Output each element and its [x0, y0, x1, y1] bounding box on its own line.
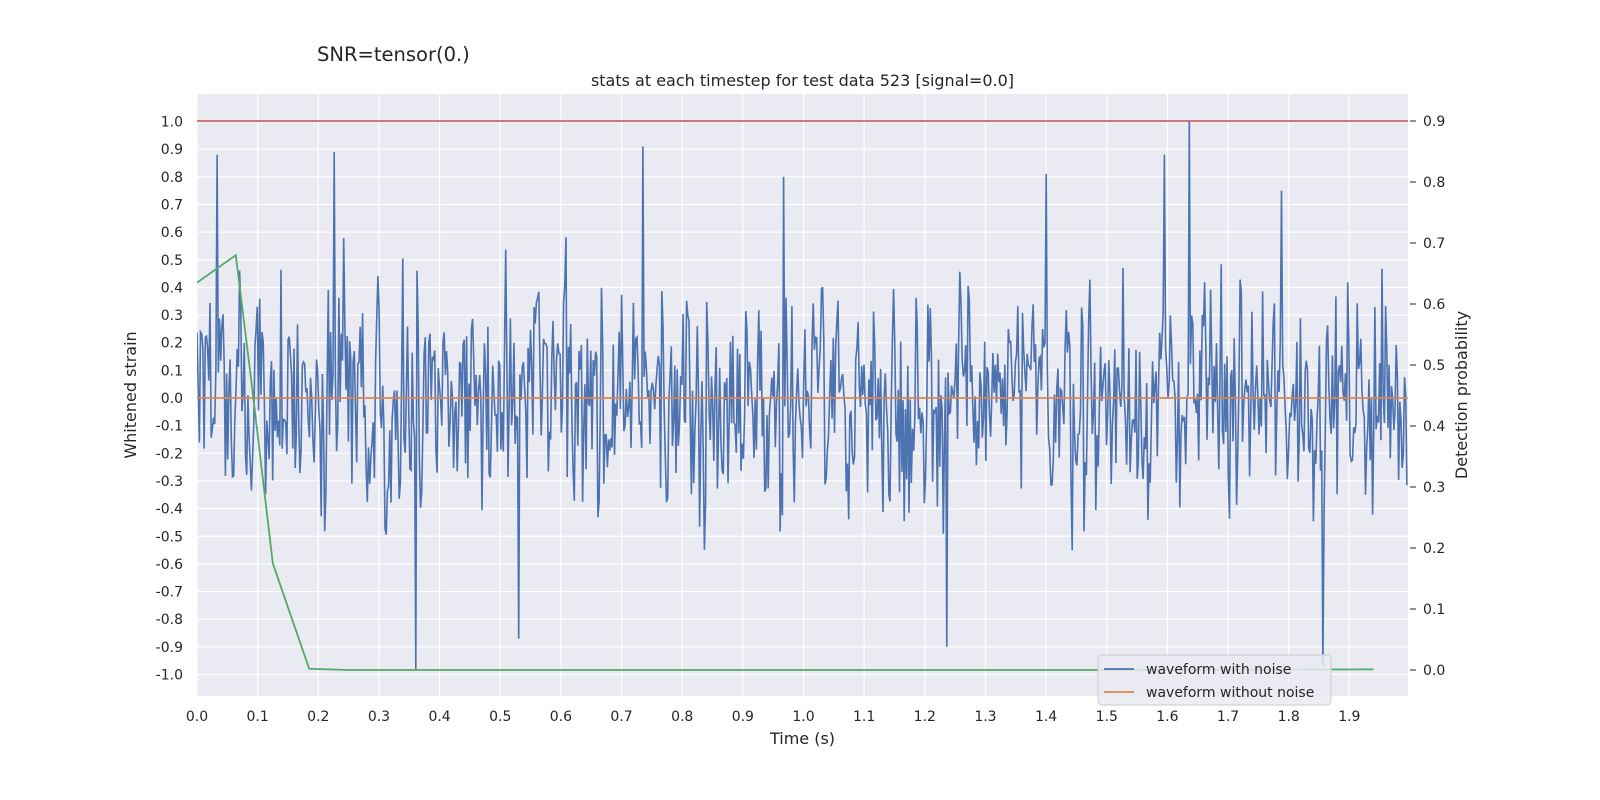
y-tick-label: 0.3 [161, 308, 183, 324]
x-tick-label: 1.4 [1035, 709, 1057, 725]
x-tick-label: 1.6 [1156, 709, 1178, 725]
y2-tick-label: 0.5 [1423, 358, 1445, 374]
grid [196, 94, 1408, 696]
chart-title: stats at each timestep for test data 523… [591, 71, 1014, 90]
legend-label: waveform with noise [1146, 662, 1291, 678]
x-tick-label: 0.3 [368, 709, 390, 725]
y-tick-label: 0.7 [161, 197, 183, 213]
x-tick-label: 0.0 [186, 709, 208, 725]
x-tick-label: 1.8 [1278, 709, 1300, 725]
x-tick-label: 1.1 [853, 709, 875, 725]
y2-tick-label: 0.9 [1423, 114, 1445, 130]
x-tick-label: 1.3 [974, 709, 996, 725]
y2-tick-label: 0.3 [1423, 480, 1445, 496]
y2-tick-label: 0.4 [1423, 419, 1445, 435]
y-tick-labels: 1.0 0.9 0.8 0.7 0.6 0.5 0.4 0.3 0.2 0.1 0.0 -0.1 -0.… [156, 115, 183, 684]
y-tick-label: -0.6 [156, 557, 183, 573]
x-tick-label: 1.9 [1338, 709, 1360, 725]
x-tick-label: 0.7 [610, 709, 632, 725]
y-tick-label: 1.0 [161, 115, 183, 131]
x-tick-label: 0.4 [428, 709, 450, 725]
series-waveform-with-noise [197, 121, 1408, 670]
x-tick-labels: 0.0 0.1 0.2 0.3 0.4 0.5 0.6 0.7 0.8 0.9 1.0 1.1 1.2 1… [186, 709, 1361, 725]
y-tick-label: -0.9 [156, 640, 183, 656]
y-tick-label: -0.5 [156, 529, 183, 545]
y-tick-label: -1.0 [156, 668, 183, 684]
y2-tick-labels: 0.9 0.8 0.7 0.6 0.5 0.4 0.3 0.2 0.1 0.0 [1410, 114, 1445, 679]
x-tick-label: 0.8 [671, 709, 693, 725]
x-tick-label: 1.0 [792, 709, 814, 725]
y2-tick-label: 0.6 [1423, 297, 1445, 313]
x-tick-label: 0.2 [307, 709, 329, 725]
y2-tick-label: 0.1 [1423, 602, 1445, 618]
y-tick-label: 0.0 [161, 391, 183, 407]
y-tick-label: -0.1 [156, 419, 183, 435]
y2-tick-label: 0.7 [1423, 236, 1445, 252]
legend: waveform with noise waveform without nois… [1097, 654, 1332, 706]
suptitle: SNR=tensor(0.) [317, 43, 470, 66]
y-tick-label: 0.6 [161, 225, 183, 241]
y2-axis-label: Detection probability [1452, 311, 1471, 479]
y2-tick-label: 0.8 [1423, 175, 1445, 191]
y-tick-label: 0.8 [161, 170, 183, 186]
y-tick-label: -0.3 [156, 474, 183, 490]
series-group [197, 120, 1408, 671]
x-tick-label: 1.5 [1096, 709, 1118, 725]
y-tick-label: 0.5 [161, 253, 183, 269]
y-tick-label: -0.7 [156, 585, 183, 601]
y-axis-label: Whitened strain [121, 331, 140, 458]
y-tick-label: 0.4 [161, 280, 183, 296]
y-tick-label: -0.8 [156, 612, 183, 628]
legend-label: waveform without noise [1146, 685, 1314, 701]
x-tick-label: 0.9 [732, 709, 754, 725]
y-tick-label: 0.2 [161, 336, 183, 352]
x-tick-label: 0.5 [489, 709, 511, 725]
x-tick-label: 0.1 [247, 709, 269, 725]
y-tick-label: -0.2 [156, 446, 183, 462]
x-tick-label: 1.7 [1217, 709, 1239, 725]
x-axis-label: Time (s) [769, 729, 835, 748]
series-detection-probability [197, 253, 1374, 671]
y-tick-label: 0.9 [161, 142, 183, 158]
y-tick-label: 0.1 [161, 363, 183, 379]
y2-tick-label: 0.0 [1423, 663, 1445, 679]
x-tick-label: 0.6 [550, 709, 572, 725]
legend-box [1097, 654, 1332, 706]
y2-tick-label: 0.2 [1423, 541, 1445, 557]
y-tick-label: -0.4 [156, 502, 183, 518]
x-tick-label: 1.2 [914, 709, 936, 725]
